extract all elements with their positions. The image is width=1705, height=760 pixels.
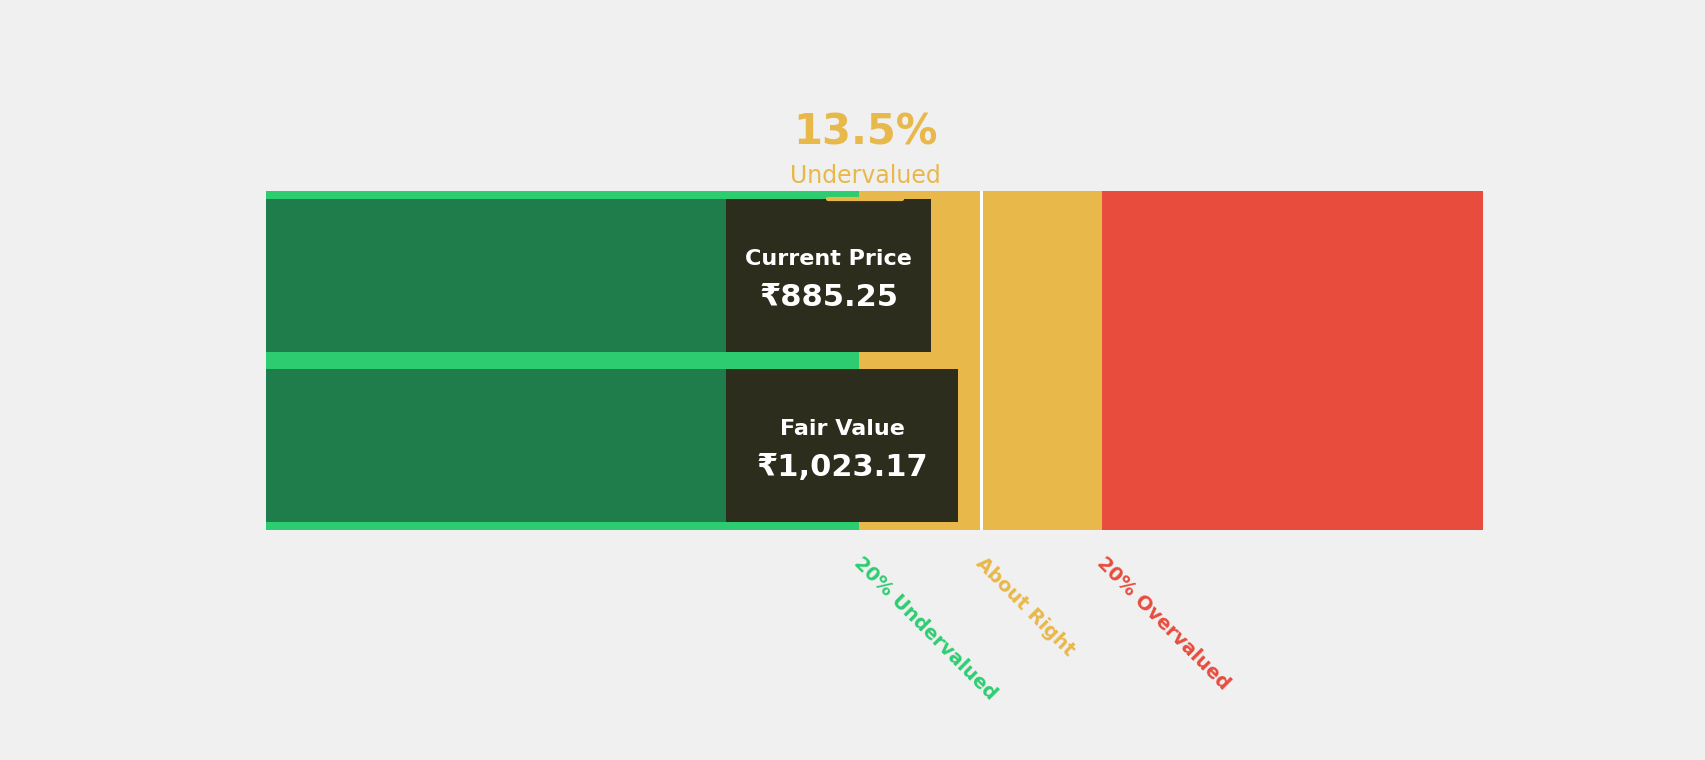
Text: Undervalued: Undervalued [789, 164, 939, 188]
Text: Current Price: Current Price [745, 249, 912, 269]
Text: About Right: About Right [972, 553, 1078, 660]
Text: 20% Overvalued: 20% Overvalued [1093, 553, 1233, 694]
Bar [266, 369, 858, 521]
Bar [266, 199, 858, 352]
Text: 13.5%: 13.5% [793, 111, 936, 154]
Bar [980, 191, 1101, 530]
Bar [980, 191, 982, 530]
Text: ₹1,023.17: ₹1,023.17 [755, 453, 928, 482]
Text: Fair Value: Fair Value [779, 419, 904, 439]
Bar [726, 369, 957, 521]
Bar [858, 191, 980, 530]
Text: ₹885.25: ₹885.25 [759, 283, 899, 312]
Text: 20% Undervalued: 20% Undervalued [849, 553, 999, 704]
Bar [726, 199, 931, 352]
Bar [1101, 191, 1482, 530]
Bar [266, 191, 858, 530]
